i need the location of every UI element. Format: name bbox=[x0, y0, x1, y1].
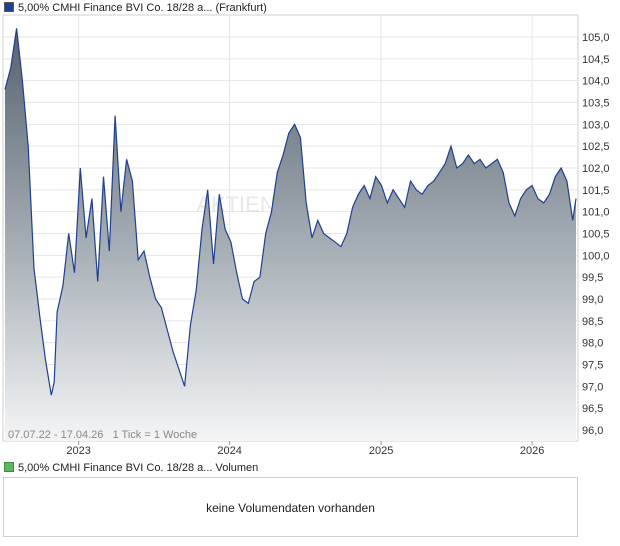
price-area bbox=[5, 28, 576, 442]
range-note: 07.07.22 - 17.04.26 1 Tick = 1 Woche bbox=[8, 429, 197, 441]
price-legend: 5,00% CMHI Finance BVI Co. 18/28 a... (F… bbox=[4, 1, 267, 15]
y-tick-label: 96,5 bbox=[582, 403, 603, 415]
y-tick-label: 96,0 bbox=[582, 425, 603, 437]
y-axis-ticks: 96,0 96,5 97,0 97,5 98,0 98,5 99,0 99,5 100,0 100… bbox=[582, 32, 610, 437]
volume-empty-message: keine Volumendaten vorhanden bbox=[206, 501, 375, 515]
price-legend-label: 5,00% CMHI Finance BVI Co. 18/28 a... (F… bbox=[18, 2, 267, 14]
volume-legend-label: 5,00% CMHI Finance BVI Co. 18/28 a... Vo… bbox=[18, 462, 259, 474]
x-axis-ticks: 2023 2024 2025 2026 bbox=[66, 441, 544, 457]
y-tick-label: 99,0 bbox=[582, 294, 603, 306]
y-tick-label: 98,5 bbox=[582, 316, 603, 328]
y-tick-label: 101,5 bbox=[582, 185, 610, 197]
y-tick-label: 97,5 bbox=[582, 360, 603, 372]
y-tick-label: 102,5 bbox=[582, 141, 610, 153]
y-tick-label: 101,0 bbox=[582, 207, 610, 219]
y-tick-label: 100,0 bbox=[582, 250, 610, 262]
price-chart: AKTIEN 96,096,597,097,598,098,599,099,51… bbox=[2, 14, 610, 457]
x-tick-label: 2024 bbox=[217, 445, 241, 457]
x-tick-label: 2023 bbox=[66, 445, 90, 457]
x-tick-label: 2026 bbox=[520, 445, 544, 457]
y-tick-label: 103,0 bbox=[582, 119, 610, 131]
price-line bbox=[4, 28, 577, 396]
y-tick-label: 104,0 bbox=[582, 76, 610, 88]
volume-legend-swatch bbox=[4, 462, 14, 473]
volume-panel: keine Volumendaten vorhanden bbox=[3, 477, 578, 537]
y-tick-label: 102,0 bbox=[582, 163, 610, 175]
price-legend-swatch bbox=[4, 2, 14, 13]
y-tick-label: 99,5 bbox=[582, 272, 603, 284]
x-tick-label: 2025 bbox=[369, 445, 393, 457]
y-tick-label: 103,5 bbox=[582, 98, 610, 110]
y-tick-label: 105,0 bbox=[582, 32, 610, 44]
y-tick-label: 98,0 bbox=[582, 338, 603, 350]
y-tick-label: 100,5 bbox=[582, 229, 610, 241]
y-tick-label: 104,5 bbox=[582, 54, 610, 66]
volume-legend: 5,00% CMHI Finance BVI Co. 18/28 a... Vo… bbox=[4, 461, 258, 475]
y-tick-label: 97,0 bbox=[582, 381, 603, 393]
